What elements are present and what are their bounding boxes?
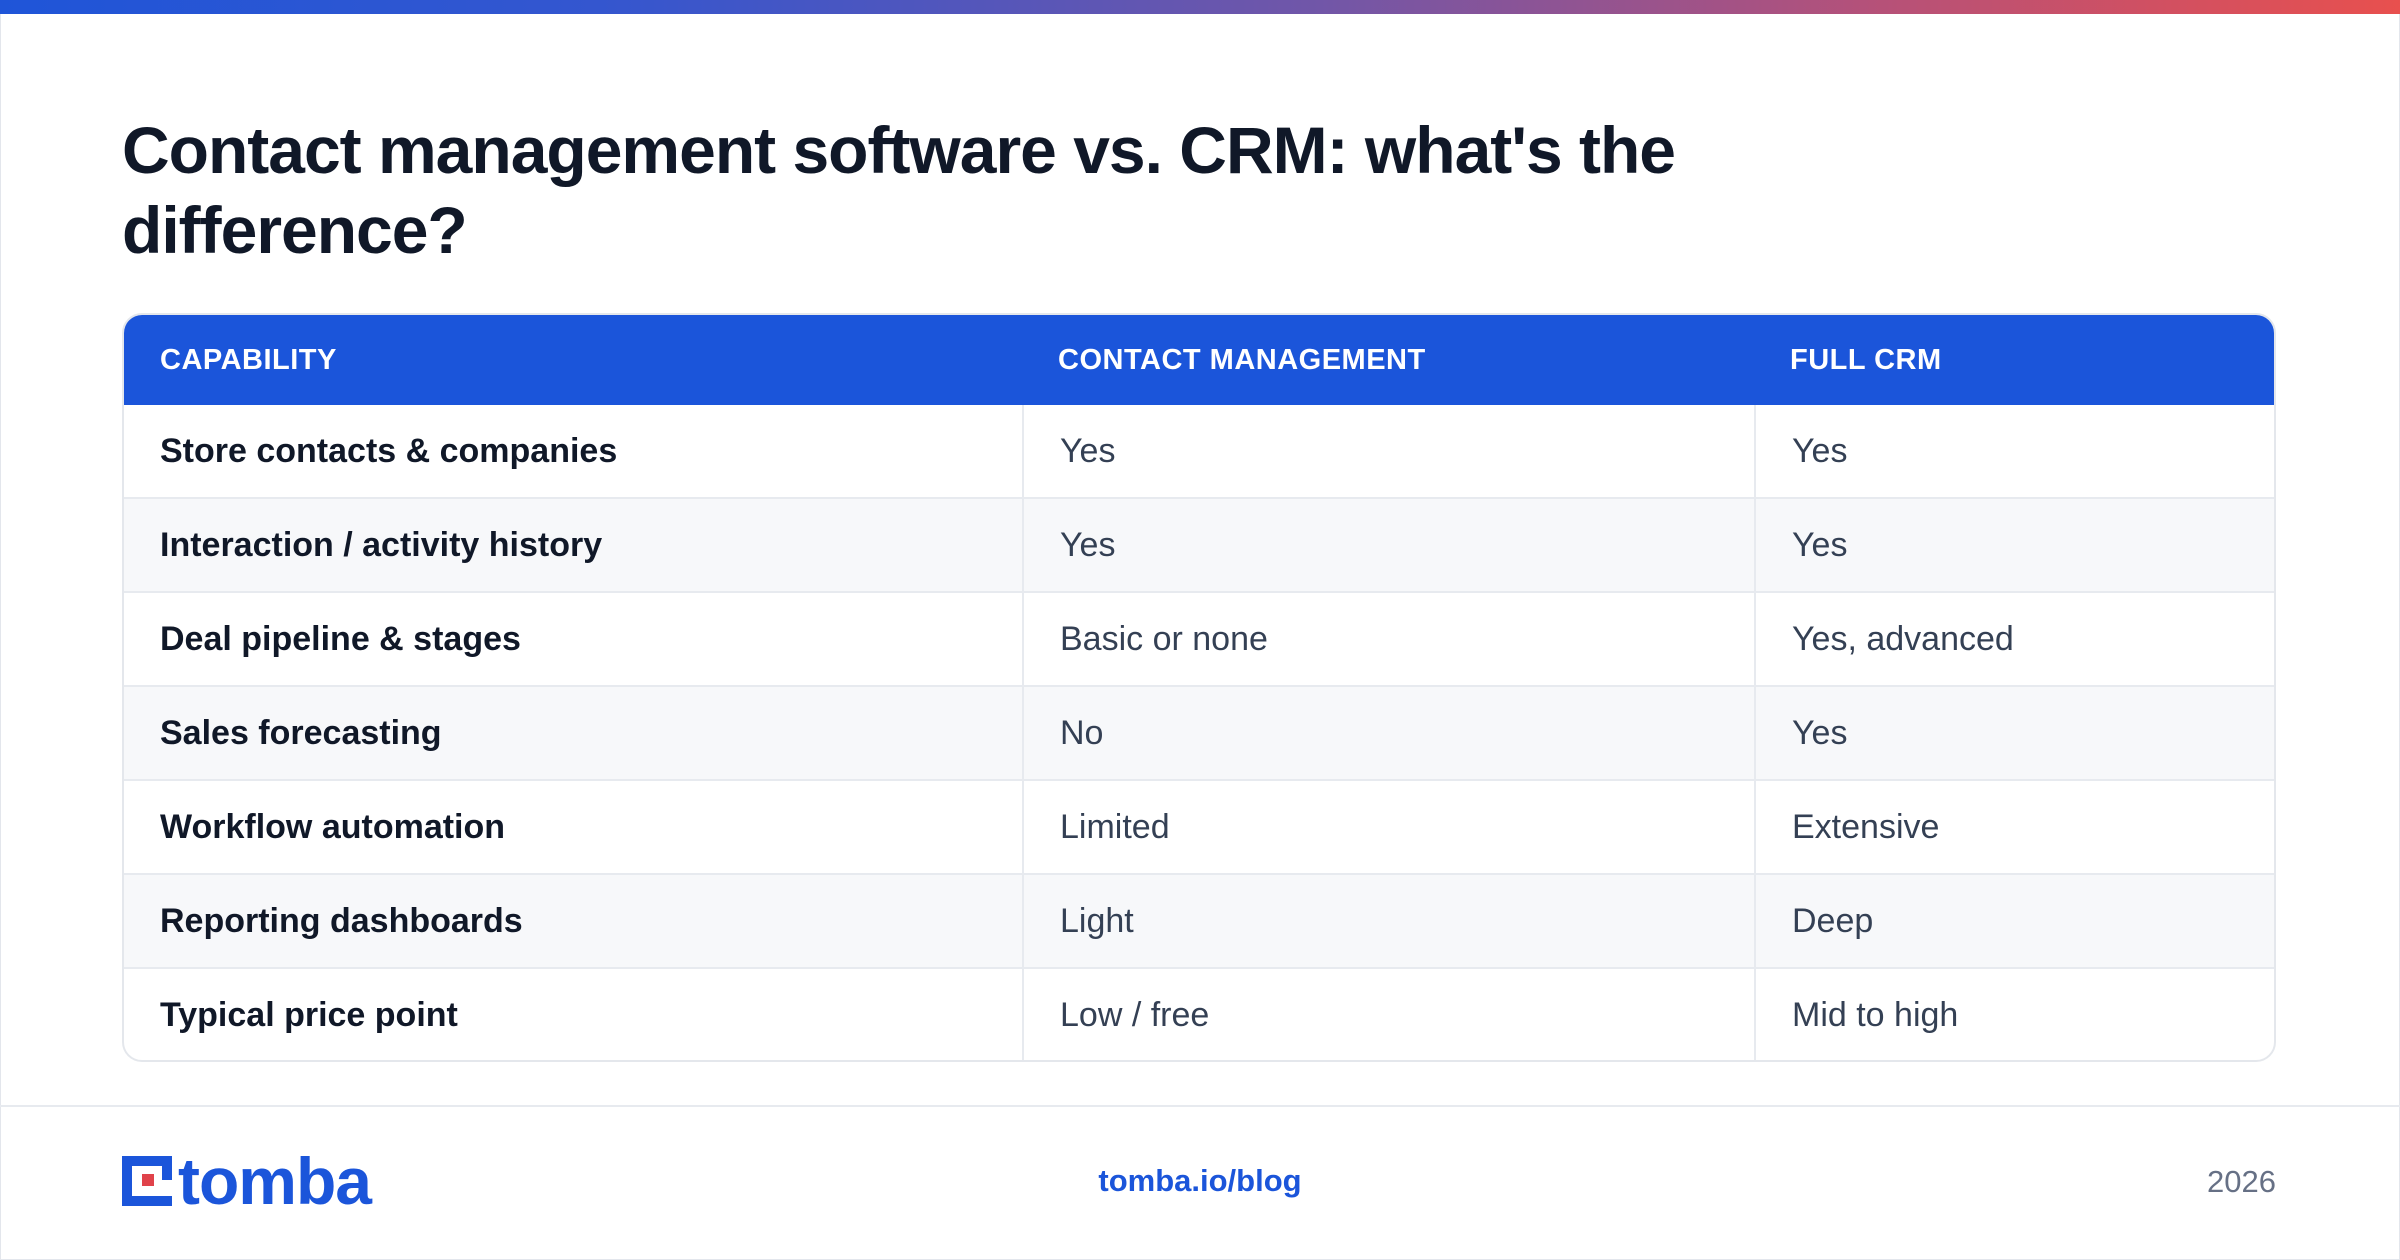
year-label: 2026 bbox=[2207, 1164, 2276, 1199]
contact-management-cell: Yes bbox=[1022, 405, 1754, 497]
table-row: Typical price point Low / free Mid to hi… bbox=[124, 967, 2274, 1060]
table-row: Deal pipeline & stages Basic or none Yes… bbox=[124, 591, 2274, 685]
contact-management-cell: Limited bbox=[1022, 781, 1754, 873]
footer-divider bbox=[0, 1105, 2400, 1107]
contact-management-cell: Low / free bbox=[1022, 969, 1754, 1060]
capability-cell: Workflow automation bbox=[160, 807, 506, 846]
contact-management-cell: Light bbox=[1022, 875, 1754, 967]
table-body: Store contacts & companies Yes Yes Inter… bbox=[124, 405, 2274, 1060]
contact-management-cell: Basic or none bbox=[1022, 593, 1754, 685]
blog-link[interactable]: tomba.io/blog bbox=[1098, 1163, 1302, 1198]
capability-cell: Deal pipeline & stages bbox=[160, 619, 521, 658]
column-header-full-crm: FULL CRM bbox=[1790, 343, 1942, 376]
table-row: Interaction / activity history Yes Yes bbox=[124, 497, 2274, 591]
table-row: Store contacts & companies Yes Yes bbox=[124, 405, 2274, 497]
full-crm-cell: Yes bbox=[1754, 687, 2274, 779]
gradient-top-bar bbox=[0, 0, 2400, 14]
capability-cell: Store contacts & companies bbox=[160, 431, 618, 470]
full-crm-cell: Yes bbox=[1754, 499, 2274, 591]
logo-wordmark: tomba bbox=[178, 1144, 372, 1218]
full-crm-cell: Yes, advanced bbox=[1754, 593, 2274, 685]
table-row: Reporting dashboards Light Deep bbox=[124, 873, 2274, 967]
capability-cell: Typical price point bbox=[160, 995, 458, 1034]
table-header: CAPABILITY CONTACT MANAGEMENT FULL CRM bbox=[124, 315, 2274, 405]
full-crm-cell: Deep bbox=[1754, 875, 2274, 967]
contact-management-cell: Yes bbox=[1022, 499, 1754, 591]
comparison-table: CAPABILITY CONTACT MANAGEMENT FULL CRM S… bbox=[122, 313, 2276, 1062]
tomba-logo[interactable]: tomba bbox=[122, 1144, 372, 1218]
full-crm-cell: Yes bbox=[1754, 405, 2274, 497]
capability-cell: Reporting dashboards bbox=[160, 901, 523, 940]
table-row: Workflow automation Limited Extensive bbox=[124, 779, 2274, 873]
column-header-capability: CAPABILITY bbox=[160, 343, 337, 376]
full-crm-cell: Mid to high bbox=[1754, 969, 2274, 1060]
tomba-logo-icon bbox=[122, 1156, 172, 1206]
full-crm-cell: Extensive bbox=[1754, 781, 2274, 873]
table-row: Sales forecasting No Yes bbox=[124, 685, 2274, 779]
page-title: Contact management software vs. CRM: wha… bbox=[122, 113, 1676, 267]
column-header-contact-management: CONTACT MANAGEMENT bbox=[1058, 343, 1426, 376]
contact-management-cell: No bbox=[1022, 687, 1754, 779]
capability-cell: Sales forecasting bbox=[160, 713, 442, 752]
capability-cell: Interaction / activity history bbox=[160, 525, 603, 564]
